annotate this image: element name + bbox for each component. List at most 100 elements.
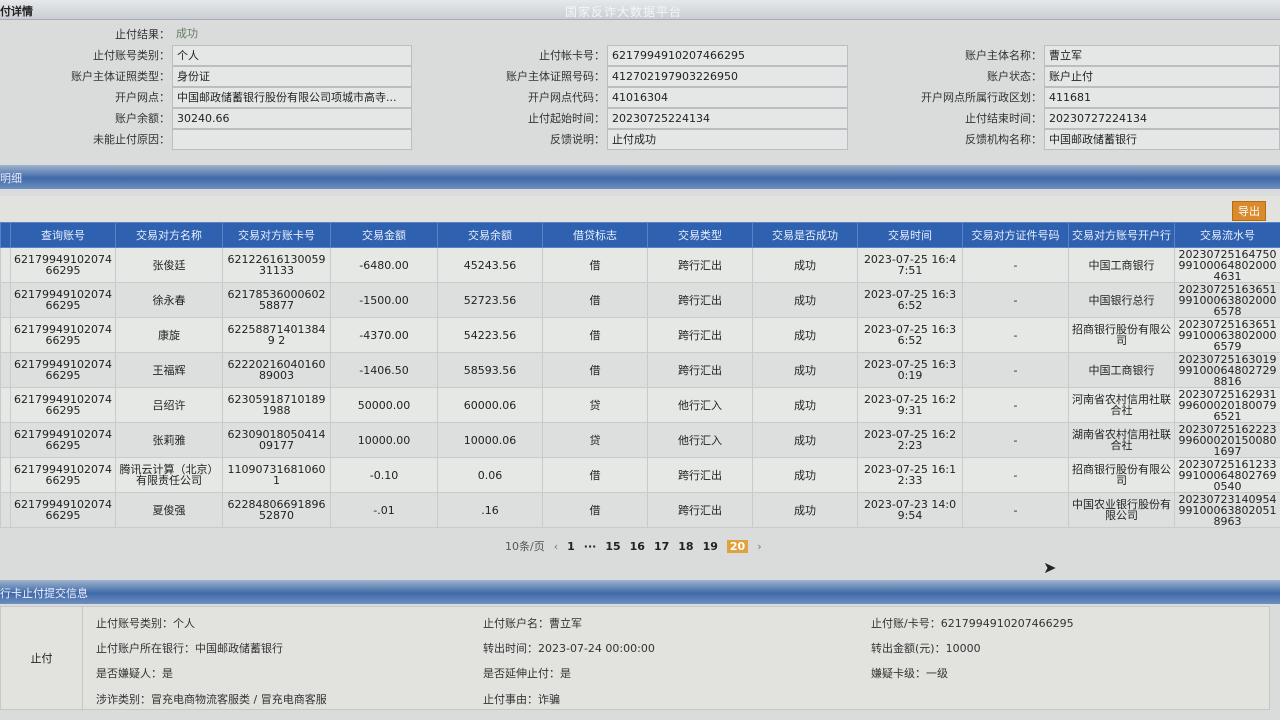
table-cell: 45243.56 <box>437 247 543 283</box>
table-cell: 6217994910207466295 <box>10 387 116 423</box>
table-cell: 2023-07-25 16:47:51 <box>857 247 963 283</box>
table-cell: 借 <box>542 282 648 318</box>
table-cell: 成功 <box>752 457 858 493</box>
table-cell: 跨行汇出 <box>647 352 753 388</box>
row-index-header <box>0 222 11 248</box>
table-cell: 2023-07-25 16:36:52 <box>857 282 963 318</box>
table-row[interactable]: 6217994910207466295 夏俊强 622848066918965287… <box>0 492 1280 528</box>
table-cell: 2023-07-23 14:09:54 <box>857 492 963 528</box>
page-size-select[interactable]: 10条/页 <box>505 540 545 553</box>
table-row[interactable]: 6217994910207466295 徐永春 621785360006025887… <box>0 282 1280 318</box>
export-button[interactable]: 导出 <box>1232 201 1266 221</box>
table-row[interactable]: 6217994910207466295 王福辉 622202160401608900… <box>0 352 1280 388</box>
field-value: 412702197903226950 <box>607 66 848 87</box>
section-title: 明细 <box>0 172 22 185</box>
column-header: 交易时间 <box>857 222 963 248</box>
field-value: 411681 <box>1044 87 1280 108</box>
table-cell: 中国工商银行 <box>1068 352 1175 388</box>
column-header: 交易对方账卡号 <box>222 222 331 248</box>
table-row[interactable]: 6217994910207466295 腾讯云计算（北京）有限责任公司 110907… <box>0 457 1280 493</box>
table-cell: 中国农业银行股份有限公司 <box>1068 492 1175 528</box>
field-label: 止付结束时间： <box>965 112 1042 125</box>
field-value: 个人 <box>172 45 412 66</box>
detail-row: 止付账号类别： 个人 止付帐卡号： 6217994910207466295 账户主体名称… <box>0 45 1280 66</box>
table-row[interactable]: 6217994910207466295 吕绍许 623059187101891988… <box>0 387 1280 423</box>
detail-row: 开户网点： 中国邮政储蓄银行股份有限公司项城市高寺... 开户网点代码： 410163… <box>0 87 1280 108</box>
field-value: 20230725224134 <box>607 108 848 129</box>
submit-info-item: 止付事由：诈骗 <box>483 693 560 706</box>
column-header: 交易对方账号开户行 <box>1068 222 1175 248</box>
next-page-button[interactable]: › <box>757 539 762 553</box>
table-cell: - <box>962 422 1069 458</box>
table-cell: 6230901805041409177 <box>222 422 331 458</box>
table-cell: 他行汇入 <box>647 387 753 423</box>
table-cell: 跨行汇出 <box>647 317 753 353</box>
table-row[interactable]: 6217994910207466295 张莉雅 623090180504140917… <box>0 422 1280 458</box>
field-label: 账户主体名称： <box>965 49 1042 62</box>
column-header: 交易是否成功 <box>752 222 858 248</box>
field-value: 20230727224134 <box>1044 108 1280 129</box>
table-cell: 50000.00 <box>330 387 438 423</box>
column-header: 交易金额 <box>330 222 438 248</box>
table-cell: 借 <box>542 492 648 528</box>
table-cell: 6217994910207466295 <box>10 247 116 283</box>
page-button[interactable]: 19 <box>702 539 718 553</box>
page-button[interactable]: 16 <box>629 539 645 553</box>
submit-section-header: 行卡止付提交信息 <box>0 580 1280 604</box>
table-cell: 成功 <box>752 387 858 423</box>
table-cell: 6217994910207466295 <box>10 457 116 493</box>
table-cell: 20230725163651991000638020006579 <box>1174 317 1280 353</box>
field-value: 身份证 <box>172 66 412 87</box>
field-label: 止付账号类别： <box>93 49 170 62</box>
field-label: 账户主体证照类型： <box>71 70 170 83</box>
submit-info-item: 止付账户所在银行：中国邮政储蓄银行 <box>96 642 283 655</box>
page-button[interactable]: 1 <box>567 539 575 553</box>
table-cell: 2023-07-25 16:22:23 <box>857 422 963 458</box>
table-cell: 借 <box>542 247 648 283</box>
table-row[interactable]: 6217994910207466295 康旋 622588714013849 2 -4… <box>0 317 1280 353</box>
page-button[interactable]: 18 <box>678 539 694 553</box>
table-cell: 徐永春 <box>115 282 223 318</box>
row-index-cell <box>0 457 11 493</box>
table-cell: 10000.00 <box>330 422 438 458</box>
submit-info-item: 止付账号类别：个人 <box>96 617 195 630</box>
table-cell: 康旋 <box>115 317 223 353</box>
table-cell: 2023-07-25 16:12:33 <box>857 457 963 493</box>
field-label: 开户网点： <box>115 91 170 104</box>
row-index-cell <box>0 247 11 283</box>
table-cell: 0.06 <box>437 457 543 493</box>
column-header: 交易余额 <box>437 222 543 248</box>
column-header: 查询账号 <box>10 222 116 248</box>
table-cell: 招商银行股份有限公司 <box>1068 457 1175 493</box>
table-cell: 河南省农村信用社联合社 <box>1068 387 1175 423</box>
submit-info-item: 嫌疑卡级：一级 <box>871 667 948 680</box>
submit-info-item: 转出时间：2023-07-24 00:00:00 <box>483 642 655 655</box>
page-button[interactable]: 20 <box>726 539 749 553</box>
table-cell: 6217994910207466295 <box>10 352 116 388</box>
field-value: 止付成功 <box>607 129 848 150</box>
submit-info-panel: 止付 止付账号类别：个人 止付账户所在银行：中国邮政储蓄银行 是否嫌疑人：是 涉诈类别… <box>0 606 1270 711</box>
table-cell: 贷 <box>542 422 648 458</box>
table-cell: 622588714013849 2 <box>222 317 331 353</box>
page-button[interactable]: 17 <box>653 539 670 553</box>
watermark: 国家反诈大数据平台 <box>565 5 683 19</box>
table-row[interactable]: 6217994910207466295 张俊廷 621226161300593113… <box>0 247 1280 283</box>
field-label: 止付起始时间： <box>528 112 605 125</box>
table-cell: 20230725161233991000648027690540 <box>1174 457 1280 493</box>
table-cell: 6217994910207466295 <box>10 422 116 458</box>
table-cell: 110907316810601 <box>222 457 331 493</box>
table-cell: - <box>962 282 1069 318</box>
field-label: 止付帐卡号： <box>539 49 605 62</box>
table-cell: -.01 <box>330 492 438 528</box>
table-cell: -0.10 <box>330 457 438 493</box>
table-cell: - <box>962 457 1069 493</box>
prev-page-button[interactable]: ‹ <box>553 539 559 553</box>
page-button[interactable]: 15 <box>605 539 621 553</box>
submit-info-item: 止付账/卡号：6217994910207466295 <box>871 617 1074 630</box>
column-header: 交易对方证件号码 <box>962 222 1069 248</box>
field-value: 中国邮政储蓄银行 <box>1044 129 1280 150</box>
field-label: 开户网点所属行政区划： <box>921 91 1042 104</box>
transaction-table: 查询账号 交易对方名称 交易对方账卡号 交易金额 交易余额 借贷标志 交易类型 交易是否成功交… <box>0 222 1280 528</box>
table-cell: 10000.06 <box>437 422 543 458</box>
mouse-cursor-icon: ➤ <box>1043 558 1057 577</box>
